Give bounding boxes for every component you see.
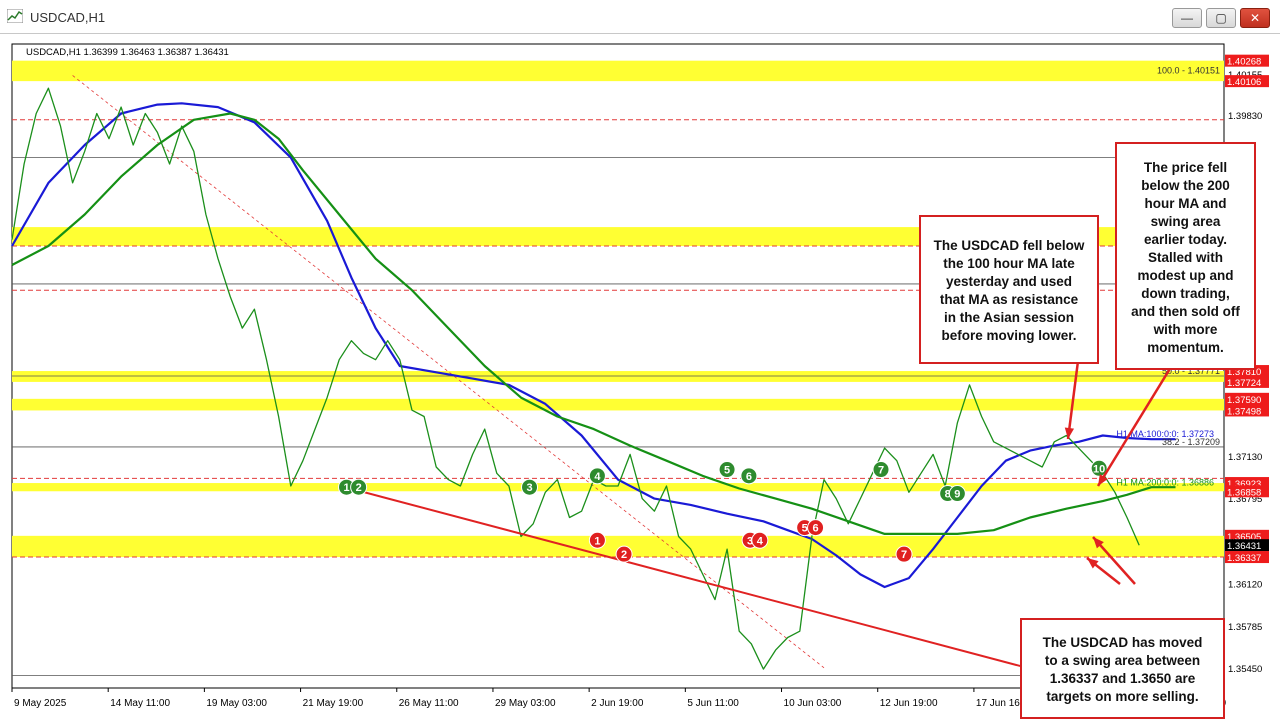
price-label: 1.36337: [1227, 553, 1261, 564]
price-label: 1.37810: [1227, 367, 1261, 378]
x-tick-label: 14 May 11:00: [110, 698, 170, 709]
price-label: 1.36858: [1227, 487, 1261, 498]
swing-arrow-upper-head: [1093, 537, 1104, 549]
swing-marker-green: [740, 467, 758, 485]
price-label: 1.36505: [1227, 532, 1261, 543]
price-chart[interactable]: 100.0 - 1.40151 50.0 - 1.37771 38.2 - 1.37…: [0, 34, 1280, 722]
swing-marker-red: [895, 545, 913, 563]
x-tick-label: 5 Jun 11:00: [687, 698, 739, 709]
price-label-box: [1225, 539, 1269, 552]
minimize-button[interactable]: —: [1172, 8, 1202, 28]
swing-area-annotation: The USDCAD has moved to a swing area bet…: [1020, 618, 1225, 719]
swing-marker-green: [350, 478, 368, 496]
swing-marker-green: [521, 478, 539, 496]
swing-marker-label: 4: [594, 471, 601, 483]
x-tick-label: 21 May 19:00: [303, 698, 364, 709]
swing-marker-green: [948, 485, 966, 503]
chart-app-icon: [7, 9, 23, 23]
swing-marker-label: 4: [757, 535, 764, 547]
swing-marker-label: 3: [526, 482, 532, 494]
price-line: [11, 87, 1140, 670]
price-label: 1.37724: [1227, 378, 1261, 389]
swing-zone: [12, 483, 1224, 492]
swing-marker-label: 1: [594, 535, 600, 547]
ma100-arrow-head: [1064, 427, 1075, 439]
x-tick-label: 9 May 2025: [14, 698, 67, 709]
fib-label: 100.0 - 1.40151: [1157, 65, 1220, 75]
price-label-box: [1225, 404, 1269, 417]
x-tick-label: 12 Jun 19:00: [880, 698, 938, 709]
fib-label: 38.2 - 1.37209: [1162, 437, 1220, 447]
y-tick-label: 1.35785: [1228, 622, 1262, 633]
swing-marker-label: 7: [901, 549, 907, 561]
plot-border: [11, 43, 1225, 689]
swing-marker-label: 7: [878, 465, 884, 477]
price-label-box: [1225, 529, 1269, 542]
swing-zone: [12, 398, 1224, 411]
window-titlebar: USDCAD,H1 — ▢ ✕: [0, 0, 1280, 34]
price-label: 1.36923: [1227, 479, 1261, 490]
swing-arrow-lower-head: [1087, 558, 1099, 569]
x-tick-label: 17 Jun 16:00: [976, 698, 1034, 709]
price-label: 1.37498: [1227, 406, 1261, 417]
swing-zone: [12, 60, 1224, 82]
price-label-box: [1225, 551, 1269, 564]
price-label: 1.40268: [1227, 57, 1261, 68]
swing-marker-label: 5: [724, 465, 730, 477]
maximize-button[interactable]: ▢: [1206, 8, 1236, 28]
price-label-box: [1225, 485, 1269, 498]
swing-marker-label: 8: [945, 489, 951, 501]
chart-area[interactable]: 100.0 - 1.40151 50.0 - 1.37771 38.2 - 1.37…: [0, 34, 1280, 722]
x-tick-label: 29 May 03:00: [495, 698, 556, 709]
swing-marker-red: [588, 531, 606, 549]
price-label-box: [1225, 75, 1269, 88]
ma-label: H1 MA:100:0:0: 1.37273: [1116, 429, 1214, 439]
y-tick-label: 1.36120: [1228, 579, 1262, 590]
y-tick-label: 1.35450: [1228, 664, 1262, 675]
swing-marker-green: [588, 467, 606, 485]
x-tick-label: 19 May 03:00: [206, 698, 267, 709]
swing-marker-label: 6: [746, 471, 752, 483]
swing-marker-label: 6: [812, 523, 818, 535]
price-label: 1.40106: [1227, 77, 1261, 88]
swing-marker-red: [615, 545, 633, 563]
swing-marker-label: 5: [802, 523, 808, 535]
swing-marker-green: [718, 461, 736, 479]
swing-marker-green: [1090, 459, 1108, 477]
swing-marker-red: [807, 519, 825, 537]
y-tick-label: 1.37130: [1228, 452, 1262, 463]
swing-marker-label: 10: [1093, 463, 1105, 475]
swing-marker-label: 2: [621, 549, 627, 561]
swing-marker-label: 1: [343, 482, 349, 494]
ma200-arrow-head: [1098, 474, 1108, 486]
swing-marker-label: 3: [747, 535, 753, 547]
price-label: 1.36431: [1227, 541, 1261, 552]
price-label-box: [1225, 392, 1269, 405]
price-label: 1.37590: [1227, 395, 1261, 406]
x-tick-label: 26 May 11:00: [399, 698, 459, 709]
swing-marker-green: [872, 461, 890, 479]
swing-zone: [12, 371, 1224, 382]
price-label-box: [1225, 54, 1269, 67]
swing-marker-label: 2: [356, 482, 362, 494]
window-title: USDCAD,H1: [30, 10, 106, 25]
fib-label: 50.0 - 1.37771: [1162, 366, 1220, 376]
swing-marker-red: [751, 531, 769, 549]
y-tick-label: 1.36795: [1228, 494, 1262, 505]
ma100-annotation: The USDCAD fell below the 100 hour MA la…: [919, 215, 1099, 364]
x-tick-label: 10 Jun 03:00: [784, 698, 842, 709]
ma200-line: [11, 112, 1176, 535]
y-tick-label: 1.39830: [1228, 111, 1262, 122]
swing-zone: [12, 535, 1224, 558]
ma200-annotation: The price fell below the 200 hour MA and…: [1115, 142, 1256, 370]
price-label-box: [1225, 375, 1269, 388]
x-tick-label: 2 Jun 19:00: [591, 698, 644, 709]
symbol-info: USDCAD,H1 1.36399 1.36463 1.36387 1.3643…: [26, 47, 229, 58]
swing-marker-label: 9: [954, 489, 960, 501]
ma-label: H1 MA:200:0:0: 1.36886: [1116, 478, 1214, 488]
trendline: [345, 486, 1128, 696]
close-button[interactable]: ✕: [1240, 8, 1270, 28]
